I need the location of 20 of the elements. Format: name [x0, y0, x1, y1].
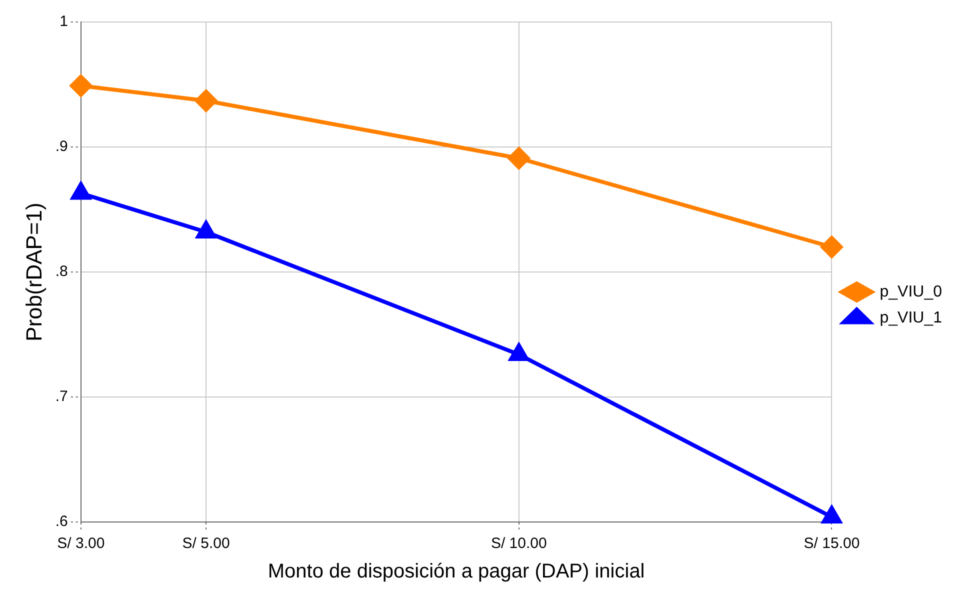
legend-label: p_VIU_1 [880, 309, 942, 326]
x-axis-title: Monto de disposición a pagar (DAP) inicial [268, 560, 645, 583]
legend-label: p_VIU_0 [880, 283, 942, 300]
point [822, 506, 842, 524]
point [509, 344, 529, 361]
y-tick-label: .9 [55, 138, 68, 156]
point [196, 221, 216, 238]
x-tick-label: S/ 3.00 [57, 535, 105, 552]
point [195, 90, 218, 112]
y-axis-title: Prob(rDAP=1) [21, 202, 46, 342]
x-tick-label: S/ 15.00 [804, 535, 860, 552]
x-tick-label: S/ 10.00 [490, 535, 547, 552]
point [508, 147, 530, 170]
y-tick-label: .6 [55, 513, 68, 530]
y-tick-label: .7 [55, 388, 68, 406]
point [820, 236, 843, 258]
y-tick-label: 1 [60, 13, 68, 30]
x-tick-label: S/ 5.00 [182, 535, 230, 552]
y-tick-label: .8 [55, 263, 68, 280]
point [70, 74, 92, 97]
